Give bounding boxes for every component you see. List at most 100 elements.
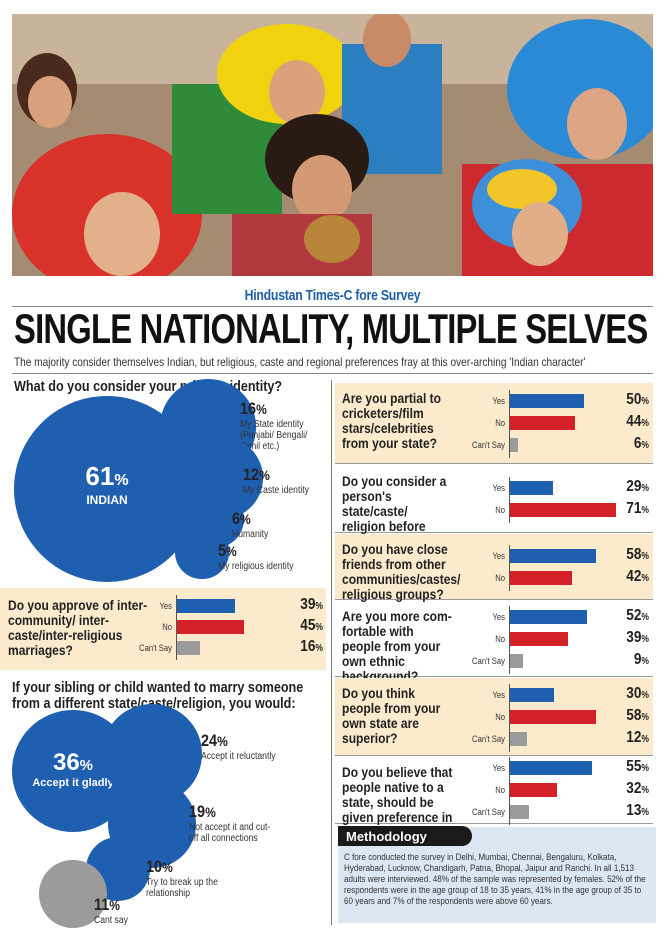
bar-label: Can't Say bbox=[472, 440, 505, 450]
divider bbox=[335, 463, 653, 464]
bar-pct: 42% bbox=[626, 568, 649, 585]
bar-can-t-say bbox=[509, 438, 518, 452]
bar-label: No bbox=[495, 418, 505, 428]
bar-no bbox=[509, 632, 568, 646]
bar-can-t-say bbox=[176, 641, 200, 655]
bar-yes bbox=[509, 610, 587, 624]
sibling-label: Cant say bbox=[94, 915, 128, 926]
sibling-label: Not accept it and cut-off all connection… bbox=[189, 822, 271, 844]
bar-label: Yes bbox=[159, 601, 172, 611]
bar-pct: 39% bbox=[626, 629, 649, 646]
sibling-pct: 19% bbox=[189, 802, 216, 821]
bar-pct: 50% bbox=[626, 391, 649, 408]
bar-pct: 52% bbox=[626, 607, 649, 624]
bar-axis bbox=[509, 606, 510, 674]
bar-label: No bbox=[495, 634, 505, 644]
bar-can-t-say bbox=[509, 732, 527, 746]
sibling-pct: 24% bbox=[201, 731, 228, 750]
approve-panel bbox=[0, 588, 326, 670]
bar-pct: 58% bbox=[626, 546, 649, 563]
bar-label: No bbox=[495, 573, 505, 583]
sibling-bubble-label: Accept it gladly bbox=[32, 777, 114, 789]
divider bbox=[12, 306, 653, 307]
bar-yes bbox=[509, 688, 554, 702]
bar-axis bbox=[509, 684, 510, 752]
bar-label: Can't Say bbox=[472, 656, 505, 666]
bar-pct: 9% bbox=[633, 651, 649, 668]
identity-pct: 5% bbox=[218, 541, 237, 560]
identity-bubble bbox=[175, 525, 229, 579]
bar-pct: 16% bbox=[300, 638, 323, 655]
methodology-title: Methodology bbox=[338, 826, 472, 846]
divider bbox=[12, 373, 653, 374]
bar-pct: 29% bbox=[626, 478, 649, 495]
bar-axis bbox=[509, 757, 510, 825]
divider bbox=[335, 676, 653, 677]
identity-label: Humanity bbox=[232, 529, 269, 540]
column-divider bbox=[331, 380, 332, 925]
bar-label: Can't Say bbox=[472, 807, 505, 817]
bar-no bbox=[509, 416, 575, 430]
bar-pct: 30% bbox=[626, 685, 649, 702]
approve-question: Do you approve of inter-community/ inter… bbox=[8, 597, 148, 658]
bar-pct: 58% bbox=[626, 707, 649, 724]
bar-axis bbox=[509, 390, 510, 458]
bar-pct: 32% bbox=[626, 780, 649, 797]
bar-pct: 12% bbox=[626, 729, 649, 746]
bar-pct: 39% bbox=[300, 596, 323, 613]
bar-label: Yes bbox=[492, 763, 505, 773]
identity-pct: 16% bbox=[240, 399, 267, 418]
sibling-bubble-pct: 36% bbox=[52, 749, 94, 776]
sibling-label: Accept it reluctantly bbox=[201, 751, 276, 762]
sibling-question: If your sibling or child wanted to marry… bbox=[12, 679, 304, 712]
right-question-panel bbox=[335, 534, 653, 599]
right-question-text: Do you think people from your own state … bbox=[342, 685, 441, 746]
bar-label: Yes bbox=[492, 396, 505, 406]
identity-pct: 12% bbox=[243, 465, 270, 484]
methodology-text: C fore conducted the survey in Delhi, Mu… bbox=[344, 851, 646, 906]
bar-yes bbox=[509, 761, 592, 775]
sibling-bubble bbox=[39, 860, 107, 928]
bar-no bbox=[509, 783, 557, 797]
right-question-panel bbox=[335, 678, 653, 755]
bar-label: No bbox=[162, 622, 172, 632]
divider bbox=[335, 532, 653, 533]
bar-label: No bbox=[495, 785, 505, 795]
bar-no bbox=[509, 503, 616, 517]
bar-axis bbox=[509, 545, 510, 591]
bar-pct: 55% bbox=[626, 758, 649, 775]
identity-label: My Caste identity bbox=[243, 485, 309, 496]
bar-pct: 71% bbox=[626, 500, 649, 517]
page-headline: SINGLE NATIONALITY, MULTIPLE SELVES bbox=[14, 305, 648, 352]
bar-label: Yes bbox=[492, 551, 505, 561]
sibling-pct: 10% bbox=[146, 857, 173, 876]
bar-no bbox=[176, 620, 244, 634]
divider bbox=[335, 755, 653, 756]
bar-label: No bbox=[495, 712, 505, 722]
identity-pct: 6% bbox=[232, 509, 251, 528]
right-question-text: Do you have close friends from other com… bbox=[342, 541, 461, 602]
right-question-text: Are you more com-fortable with people fr… bbox=[342, 608, 452, 684]
bar-pct: 45% bbox=[300, 617, 323, 634]
right-question-text: Are you partial to cricketers/film stars… bbox=[342, 390, 442, 451]
survey-tag: Hindustan Times-C fore Survey bbox=[244, 287, 421, 304]
bar-pct: 44% bbox=[626, 413, 649, 430]
bar-axis bbox=[509, 477, 510, 523]
bar-label: Can't Say bbox=[472, 734, 505, 744]
divider bbox=[335, 599, 653, 600]
crowd-photo bbox=[12, 14, 653, 276]
bar-yes bbox=[509, 481, 553, 495]
bar-yes bbox=[509, 549, 596, 563]
sibling-label: Try to break up the relationship bbox=[146, 877, 218, 899]
bar-yes bbox=[176, 599, 235, 613]
bar-pct: 6% bbox=[633, 435, 649, 452]
bar-label: Yes bbox=[492, 612, 505, 622]
identity-label: My State identity (Punjabi/ Bengali/ Tam… bbox=[240, 419, 308, 452]
right-question-panel bbox=[335, 383, 653, 463]
bar-no bbox=[509, 571, 572, 585]
divider bbox=[335, 823, 653, 824]
bar-axis bbox=[176, 595, 177, 660]
page-subhead: The majority consider themselves Indian,… bbox=[14, 355, 586, 369]
bar-can-t-say bbox=[509, 805, 529, 819]
identity-bubble-label: INDIAN bbox=[86, 493, 128, 507]
